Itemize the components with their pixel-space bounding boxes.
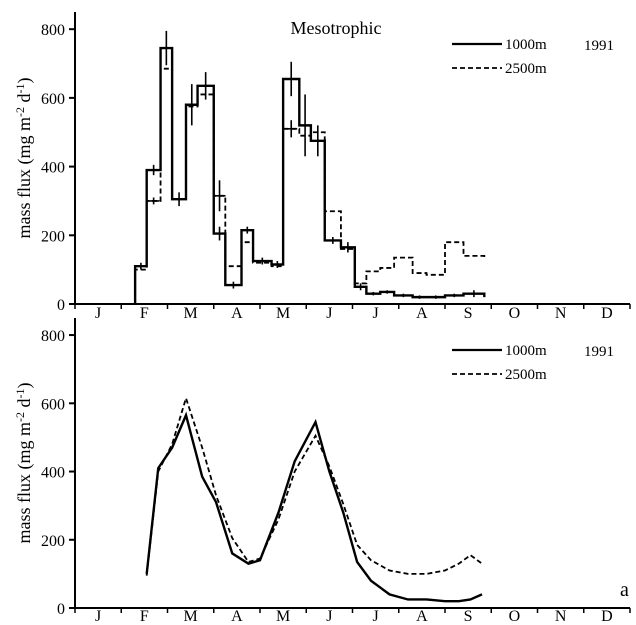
chart-title: Mesotrophic [291, 18, 382, 38]
month-label: J [373, 608, 379, 625]
month-label: A [416, 608, 428, 625]
month-label: M [184, 608, 198, 625]
legend-label: 2500m [505, 61, 547, 77]
y-axis-title-part: ) [14, 383, 35, 389]
y-axis-title-part: -1 [13, 389, 27, 399]
y-axis-title-part: d [14, 399, 34, 413]
month-label: F [140, 608, 149, 625]
y-axis-title-part: -2 [13, 412, 27, 422]
y-tick-label: 400 [41, 465, 65, 482]
y-tick-label: 400 [41, 160, 65, 177]
month-label: O [509, 608, 521, 625]
y-tick-label: 0 [57, 601, 65, 618]
y-axis-title-part: mass flux (mg m [14, 117, 35, 239]
legend-label: 1000m [505, 37, 547, 53]
legend-label: 1000m [505, 343, 547, 359]
y-tick-label: 200 [41, 533, 65, 550]
month-label: J [326, 305, 332, 322]
month-label: O [509, 305, 521, 322]
series-line-1000m [145, 411, 483, 603]
series-line-2500m [145, 395, 483, 576]
month-label: A [231, 305, 243, 322]
y-tick-label: 800 [41, 22, 65, 39]
y-tick-label: 800 [41, 328, 65, 345]
y-axis-title-part: d [14, 94, 34, 108]
panel-letter: a [620, 579, 629, 601]
month-label: S [464, 608, 473, 625]
month-label: D [601, 608, 613, 625]
y-tick-label: 200 [41, 228, 65, 245]
month-label: M [184, 305, 198, 322]
month-label: M [276, 305, 290, 322]
month-label: S [464, 305, 473, 322]
month-label: D [601, 305, 613, 322]
month-label: A [416, 305, 428, 322]
y-axis-title-part: -2 [13, 107, 27, 117]
series-line-2500m [134, 67, 486, 304]
month-label: J [95, 305, 101, 322]
month-label: N [555, 608, 567, 625]
y-axis-title: mass flux (mg m-2 d-1) [13, 78, 35, 239]
year-label: 1991 [584, 344, 614, 360]
month-label: M [276, 608, 290, 625]
y-axis-title-part: ) [14, 78, 35, 84]
legend-label: 2500m [505, 367, 547, 383]
series-line-1000m [133, 46, 486, 304]
y-axis-title-part: -1 [13, 84, 27, 94]
y-tick-label: 600 [41, 91, 65, 108]
month-label: N [555, 305, 567, 322]
month-label: A [231, 608, 243, 625]
year-label: 1991 [584, 38, 614, 54]
y-axis-title-part: mass flux (mg m [14, 422, 35, 544]
month-label: J [373, 305, 379, 322]
month-label: J [95, 608, 101, 625]
y-tick-label: 600 [41, 396, 65, 413]
y-tick-label: 0 [57, 297, 65, 314]
month-label: J [326, 608, 332, 625]
y-axis-title: mass flux (mg m-2 d-1) [13, 383, 35, 544]
month-label: F [140, 305, 149, 322]
